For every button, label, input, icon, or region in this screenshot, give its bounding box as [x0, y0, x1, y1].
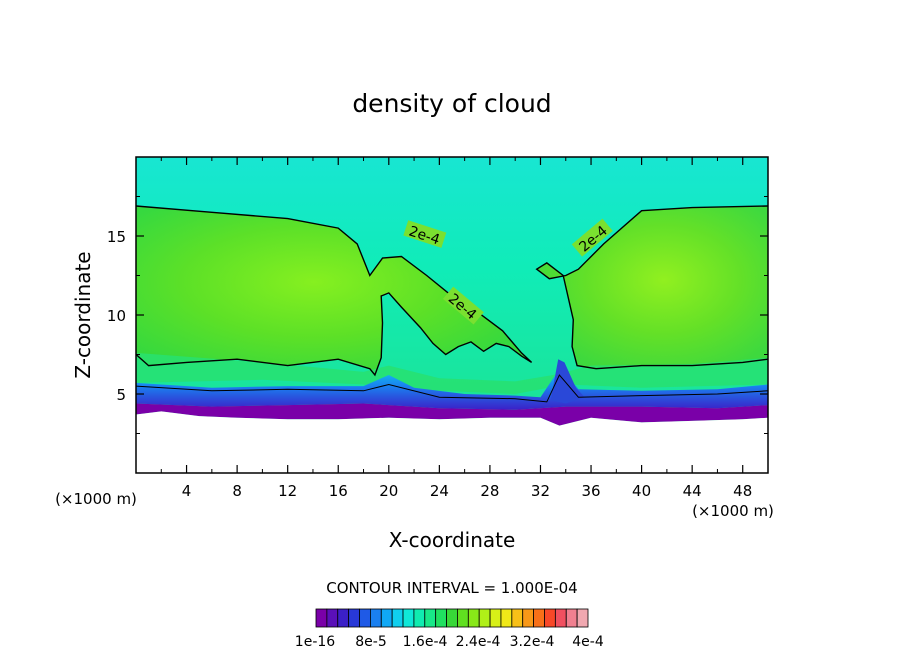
contour-line-2e-4-right — [535, 205, 768, 370]
field-middle-band — [136, 352, 768, 394]
x-axis-label: X-coordinate — [389, 528, 516, 552]
colorbar-swatch — [402, 608, 415, 628]
colorbar-tick-label: 8e-5 — [355, 634, 386, 650]
contour-line-base — [136, 374, 768, 403]
x-tick-label: 20 — [379, 482, 398, 500]
colorbar-swatch — [478, 608, 491, 628]
x-tick-label: 24 — [430, 482, 449, 500]
contour-line-2e-4-main — [136, 205, 533, 377]
colorbar-tick-labels: 1e-16 8e-5 1.6e-4 2.4e-4 3.2e-4 4e-4 — [295, 634, 604, 650]
colorbar-swatch — [489, 608, 502, 628]
x-tick-label: 28 — [480, 482, 499, 500]
colorbar-swatch — [522, 608, 534, 628]
colorbar-swatch — [413, 608, 426, 628]
colorbar-swatch — [544, 608, 556, 628]
colorbar-swatch — [424, 608, 437, 628]
colorbar — [315, 608, 589, 628]
y-tick-label: 15 — [107, 228, 126, 246]
colorbar-tick-label: 3.2e-4 — [510, 634, 555, 650]
colorbar-swatch — [554, 608, 567, 628]
colorbar-swatch — [435, 608, 447, 628]
colorbar-swatch — [315, 608, 328, 628]
colorbar-tick-label: 1e-16 — [295, 634, 335, 650]
contour-label-bg — [403, 220, 447, 248]
x-tick-label: 32 — [531, 482, 550, 500]
x-tick-label: 40 — [632, 482, 651, 500]
y-tick-label: 10 — [107, 307, 126, 325]
field-right-cloud-region — [536, 206, 768, 371]
field-updraft-spike — [550, 359, 585, 404]
colorbar-swatch — [337, 608, 350, 628]
x-tick-label: 44 — [683, 482, 702, 500]
x-tick-label: 48 — [733, 482, 752, 500]
colorbar-swatch — [511, 608, 524, 628]
y-tick-label: 5 — [116, 386, 126, 404]
colorbar-swatch — [446, 608, 458, 628]
x-axis-unit-left: (×1000 m) — [55, 490, 137, 508]
colorbar-tick-label: 2.4e-4 — [456, 634, 501, 650]
colorbar-swatch — [391, 608, 404, 628]
field-no-cloud-region — [136, 411, 768, 473]
colorbar-swatch — [565, 608, 578, 628]
x-tick-label: 8 — [232, 482, 242, 500]
colorbar-swatch — [576, 608, 589, 628]
colorbar-tick-label: 4e-4 — [572, 634, 604, 650]
colorbar-swatch — [359, 608, 371, 628]
colorbar-swatch — [369, 608, 382, 628]
colorbar-tick-label: 1.6e-4 — [403, 634, 448, 650]
contour-interval-text: CONTOUR INTERVAL = 1.000E-04 — [326, 579, 577, 597]
colorbar-swatch — [467, 608, 480, 628]
colorbar-swatch — [500, 608, 513, 628]
y-axis-label: Z-coordinate — [71, 251, 95, 378]
colorbar-swatch — [533, 608, 545, 628]
plot-area — [136, 157, 768, 473]
x-tick-label: 4 — [182, 482, 192, 500]
field-cloud-base-band — [136, 367, 768, 410]
chart-title: density of cloud — [352, 89, 551, 118]
x-tick-label: 12 — [278, 482, 297, 500]
field-left-cloud-region — [136, 206, 532, 375]
field-cloud-bottom-band — [136, 403, 768, 426]
contour-label-bg — [442, 286, 484, 325]
colorbar-swatch — [348, 608, 360, 628]
contour-label-bg — [571, 218, 613, 257]
x-tick-label: 36 — [581, 482, 600, 500]
colorbar-swatch — [380, 608, 393, 628]
x-tick-label: 16 — [329, 482, 348, 500]
colorbar-swatch — [457, 608, 469, 628]
colorbar-swatch — [326, 608, 339, 628]
x-axis-unit-right: (×1000 m) — [692, 502, 774, 520]
